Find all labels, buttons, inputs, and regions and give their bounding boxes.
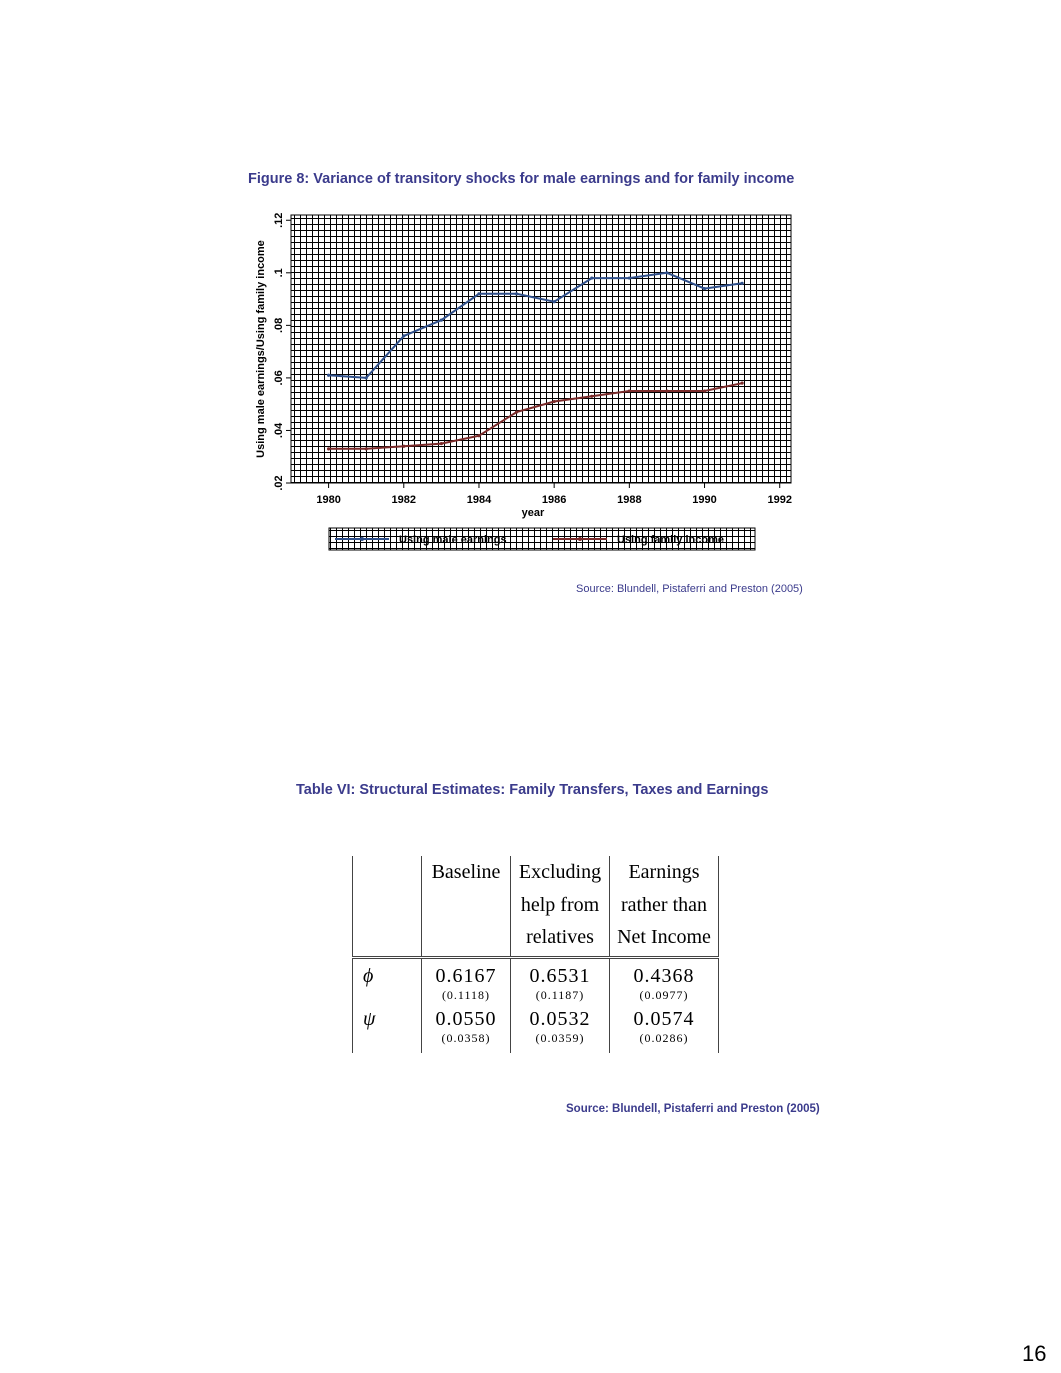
data-point xyxy=(627,276,631,280)
data-point xyxy=(740,381,744,385)
data-point xyxy=(590,394,594,398)
data-point xyxy=(552,399,556,404)
legend-marker xyxy=(360,537,364,541)
data-point xyxy=(627,389,631,393)
header-earnings: Earnings rather than Net Income xyxy=(609,856,719,959)
legend-marker xyxy=(578,537,582,541)
param-psi: ψ xyxy=(352,1001,422,1053)
table-row: ϕ 0.6167 (0.1118) 0.6531 (0.1187) 0.4368… xyxy=(352,957,719,1002)
series-line-0 xyxy=(328,271,743,379)
table-row: ψ 0.0550 (0.0358) 0.0532 (0.0359) 0.0574… xyxy=(352,1001,719,1053)
data-point xyxy=(364,447,368,451)
y-axis-label: Using male earnings/Using family income xyxy=(255,240,267,458)
figure-title: Figure 8: Variance of transitory shocks … xyxy=(248,171,795,187)
data-point xyxy=(552,300,556,304)
table-source: Source: Blundell, Pistaferri and Preston… xyxy=(566,1103,820,1115)
table-title: Table VI: Structural Estimates: Family T… xyxy=(296,782,769,798)
estimates-table: Baseline Excluding help from relatives E… xyxy=(352,856,719,1053)
legend-box xyxy=(328,527,756,551)
data-point xyxy=(402,334,406,338)
plot-area xyxy=(290,214,792,484)
figure-source: Source: Blundell, Pistaferri and Preston… xyxy=(576,583,803,595)
data-point xyxy=(590,276,594,280)
y-tick-label: .04 xyxy=(273,422,285,438)
table-header-row: Baseline Excluding help from relatives E… xyxy=(352,856,719,959)
data-point xyxy=(514,410,519,414)
y-tick-label: .08 xyxy=(273,318,285,333)
param-phi: ϕ xyxy=(352,957,422,1002)
x-tick-label: 1986 xyxy=(542,494,566,506)
x-tick-label: 1988 xyxy=(617,494,641,506)
data-point xyxy=(702,389,707,393)
cell: 0.0550 (0.0358) xyxy=(421,1001,511,1053)
data-point xyxy=(740,281,744,285)
cell: 0.4368 (0.0977) xyxy=(609,957,719,1002)
cell: 0.6531 (0.1187) xyxy=(510,957,610,1002)
data-point xyxy=(702,286,707,291)
cell: 0.6167 (0.1118) xyxy=(421,957,511,1002)
series-line-1 xyxy=(328,382,743,450)
legend-label: Using male earnings xyxy=(399,534,507,546)
series-lines xyxy=(326,271,744,451)
cell: 0.0532 (0.0359) xyxy=(510,1001,610,1053)
data-point xyxy=(326,447,331,451)
y-tick-label: .06 xyxy=(273,370,285,385)
data-point xyxy=(665,271,669,275)
y-axis: .02 .04 .06 .08 .1 .12 xyxy=(273,213,291,491)
x-tick-label: 1992 xyxy=(767,494,791,506)
x-axis: 1980 1982 1984 1986 1988 1990 1992 xyxy=(316,483,792,506)
x-tick-label: 1982 xyxy=(392,494,416,506)
header-excluding-help: Excluding help from relatives xyxy=(510,856,610,959)
legend-label: Using family income xyxy=(617,534,724,546)
x-tick-label: 1980 xyxy=(316,494,340,506)
y-tick-label: .02 xyxy=(273,475,285,490)
data-point xyxy=(402,444,406,448)
x-tick-label: 1990 xyxy=(692,494,716,506)
data-point xyxy=(477,434,481,438)
x-tick-label: 1984 xyxy=(467,494,492,506)
data-point xyxy=(439,318,443,322)
data-point xyxy=(514,292,519,296)
data-point xyxy=(364,376,368,380)
x-axis-label: year xyxy=(522,507,545,519)
y-tick-label: .12 xyxy=(273,213,285,228)
y-tick-label: .1 xyxy=(273,268,285,277)
page-number: 16 xyxy=(1022,1341,1047,1366)
line-chart: .02.04.06.08.1.12 1980 1982 1984 1986 1988 19… xyxy=(240,200,810,551)
data-point xyxy=(665,389,669,393)
data-point xyxy=(439,441,443,446)
legend: Using male earnings Using family income xyxy=(328,527,756,551)
header-empty xyxy=(352,856,422,959)
data-point xyxy=(326,373,331,377)
data-point xyxy=(477,292,481,296)
cell: 0.0574 (0.0286) xyxy=(609,1001,719,1053)
header-baseline: Baseline xyxy=(421,856,511,959)
